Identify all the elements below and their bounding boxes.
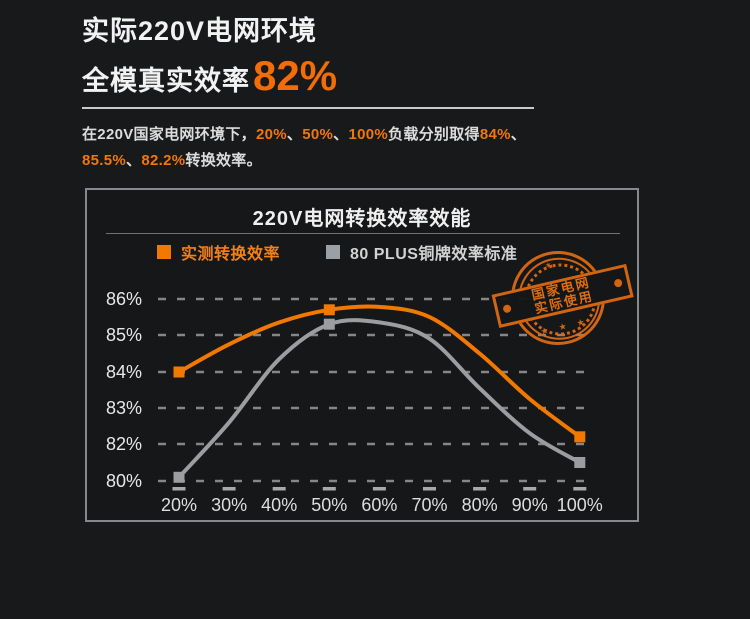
data-point-marker [173, 366, 185, 378]
y-axis-label: 82% [106, 434, 142, 454]
desc-segment: 负载分别取得 [388, 126, 480, 143]
legend-label-standard: 80 PLUS铜牌效率标准 [350, 246, 518, 263]
desc-separator: 、 [126, 152, 142, 169]
x-axis-label: 20% [161, 495, 197, 515]
x-tick-mark [523, 487, 537, 491]
desc-load-50: 50% [302, 126, 334, 143]
desc-segment: 在220V国家电网环境下， [82, 126, 256, 143]
efficiency-chart-panel: 220V电网转换效率效能 实测转换效率 80 PLUS铜牌效率标准 86% 85%… [85, 188, 639, 522]
stamp-dot-right-icon [613, 278, 623, 288]
data-point-marker [173, 471, 185, 483]
y-axis-label: 80% [106, 471, 142, 491]
desc-eff-84: 84% [479, 126, 511, 143]
subtitle-text: 全模真实效率 [82, 66, 250, 96]
y-axis-label: 83% [106, 398, 142, 418]
data-point-marker [323, 318, 335, 330]
x-tick-mark [372, 487, 386, 491]
chart-title: 220V电网转换效率效能 [252, 208, 472, 230]
x-axis-label: 40% [261, 495, 297, 515]
x-axis-label: 50% [311, 495, 347, 515]
desc-separator: 、 [286, 126, 303, 143]
legend-swatch-orange-icon [157, 245, 171, 259]
efficiency-highlight: 82% [253, 52, 338, 99]
series-line [177, 304, 582, 439]
data-point-marker [323, 304, 335, 316]
y-axis-label: 86% [106, 289, 142, 309]
desc-load-20: 20% [255, 126, 287, 143]
x-tick-mark [473, 487, 487, 491]
desc-segment: 转换效率。 [185, 152, 262, 169]
data-point-marker [574, 431, 586, 443]
desc-load-100: 100% [348, 126, 389, 143]
desc-eff-85-5: 85.5% [82, 152, 127, 169]
header: 实际220V电网环境 全模真实效率 82% 在220V国家电网环境下，20%、5… [82, 14, 642, 189]
data-point-marker [574, 457, 586, 468]
legend-label-measured: 实测转换效率 [181, 246, 281, 263]
desc-eff-82-2: 82.2% [141, 152, 186, 169]
legend-item-standard: 80 PLUS铜牌效率标准 [326, 240, 517, 264]
x-axis-label: 80% [462, 495, 498, 515]
page-title: 实际220V电网环境 [82, 16, 318, 46]
x-axis-label: 70% [411, 495, 447, 515]
legend-item-measured: 实测转换效率 [157, 240, 280, 264]
efficiency-line-chart: 86% 85% 84% 83% 82% 80% 20% 30% 40% 50% 60% 70% 80% 9… [106, 289, 603, 515]
x-tick-mark [573, 487, 587, 491]
x-tick-mark [172, 487, 186, 491]
x-tick-mark [272, 487, 286, 491]
grid-usage-stamp: ✶ ★ ★ ★ 国家电网 实际使用 [483, 241, 634, 355]
description-text: 在220V国家电网环境下，20%、50%、100%负载分别取得84%、 85.5%… [82, 122, 642, 174]
x-tick-mark [322, 487, 336, 491]
y-axis-label: 85% [106, 325, 142, 345]
chart-title-divider [106, 233, 620, 234]
desc-separator: 、 [510, 126, 527, 143]
page-subtitle: 全模真实效率 82% [82, 54, 642, 98]
x-axis-label: 90% [512, 495, 548, 515]
x-axis-label: 60% [361, 495, 397, 515]
legend-swatch-gray-icon [326, 245, 341, 259]
desc-separator: 、 [333, 126, 349, 143]
x-axis-label: 100% [557, 495, 603, 515]
series-line [177, 318, 582, 480]
chart-legend: 实测转换效率 80 PLUS铜牌效率标准 [157, 240, 517, 264]
header-divider [82, 107, 534, 109]
x-tick-mark [222, 487, 236, 491]
x-axis-label: 30% [211, 495, 247, 515]
y-axis-label: 84% [106, 362, 142, 382]
x-tick-mark [423, 487, 436, 491]
